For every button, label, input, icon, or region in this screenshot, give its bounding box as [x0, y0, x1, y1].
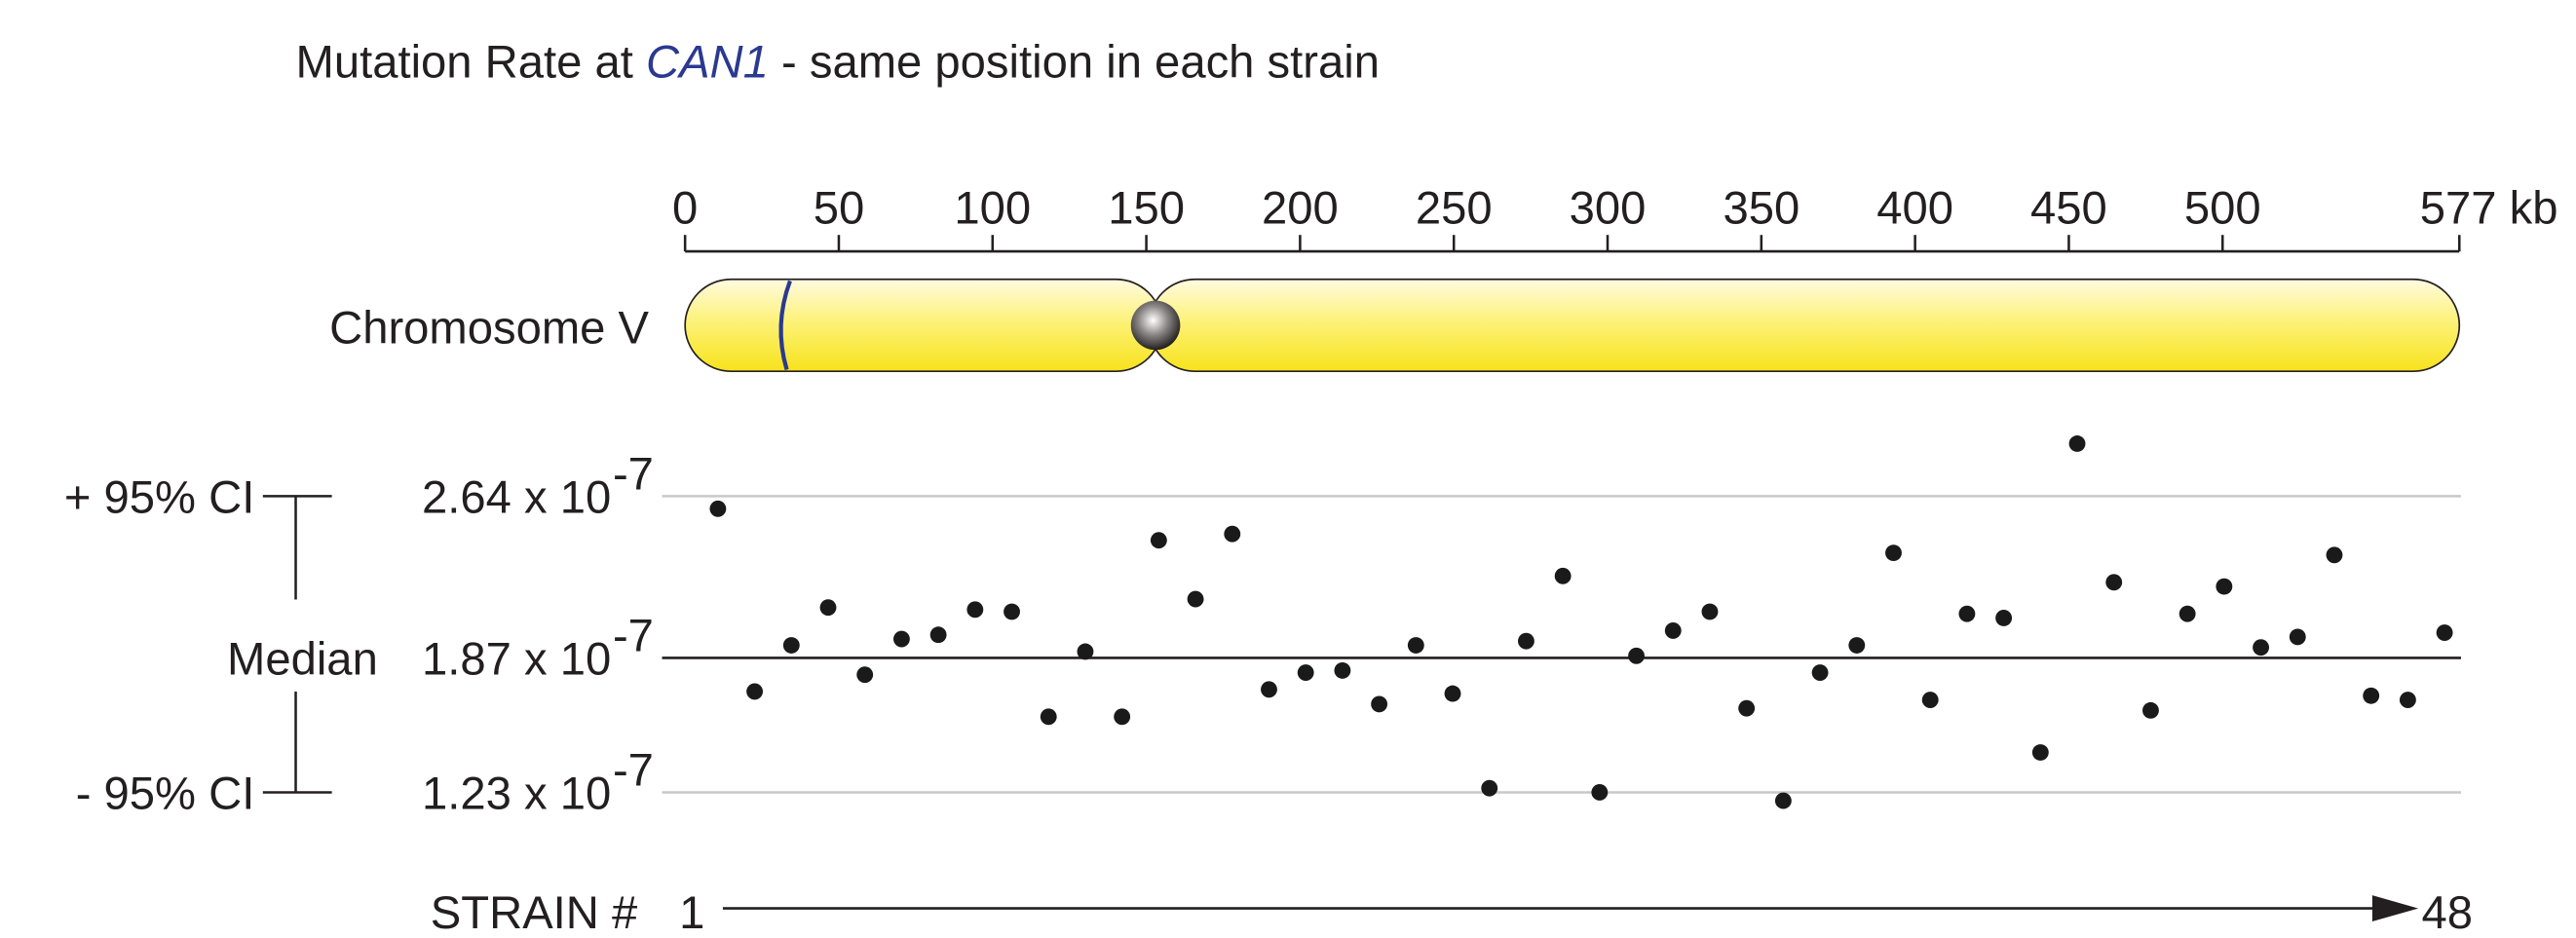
data-point: [1151, 532, 1167, 548]
data-point: [709, 501, 726, 517]
data-point: [1518, 633, 1534, 650]
data-point: [1371, 695, 1387, 712]
scale-tick-label: 50: [814, 182, 865, 234]
data-point: [1004, 604, 1020, 620]
data-point: [1481, 780, 1497, 797]
data-point: [2142, 702, 2159, 719]
data-point: [930, 626, 947, 643]
data-point: [1261, 681, 1277, 697]
y-tick-label: 2.64 x 10: [422, 471, 611, 523]
data-point: [1885, 544, 1902, 561]
data-point: [2105, 574, 2122, 590]
y-tick-label: 1.87 x 10: [422, 633, 611, 685]
title: Mutation Rate at CAN1 - same position in…: [296, 36, 1380, 88]
strain-arrowhead: [2372, 895, 2418, 921]
data-point: [893, 631, 910, 648]
data-point: [2400, 692, 2416, 708]
data-point: [2327, 546, 2343, 563]
data-point: [2179, 606, 2196, 622]
data-point: [1591, 784, 1608, 801]
data-point: [1445, 686, 1461, 702]
y-tick-exponent: -7: [613, 611, 654, 662]
scale-tick-label: 300: [1570, 182, 1647, 234]
data-point: [1298, 664, 1314, 681]
data-point: [820, 599, 837, 616]
data-point: [1334, 662, 1350, 679]
data-point: [746, 684, 763, 700]
data-point: [2437, 624, 2453, 641]
centromere: [1131, 301, 1181, 351]
data-point: [2363, 688, 2379, 704]
y-tick-value: 2.64 x 10: [422, 471, 611, 523]
ci-label: + 95% CI: [64, 471, 254, 523]
y-tick-label: 1.23 x 10: [422, 768, 611, 819]
scale-tick-label: 100: [954, 182, 1031, 234]
scale-tick-label: 250: [1416, 182, 1493, 234]
scale-tick-label: 577 kb: [2420, 182, 2558, 234]
figure: Mutation Rate at CAN1 - same position in…: [0, 0, 2576, 938]
data-point: [966, 601, 983, 618]
data-point: [2216, 579, 2232, 595]
data-point: [1041, 708, 1057, 725]
title-prefix: Mutation Rate at: [296, 36, 646, 88]
data-point: [2253, 639, 2269, 656]
y-tick-value: 1.23 x 10: [422, 768, 611, 819]
data-point: [1738, 700, 1755, 717]
data-point: [1628, 648, 1645, 664]
x-axis-label: STRAIN #: [431, 887, 638, 938]
data-point: [1665, 622, 1682, 639]
x-tick-label: 48: [2421, 887, 2473, 938]
data-point: [1922, 692, 1939, 708]
data-point: [1408, 637, 1424, 654]
scale-tick-label: 200: [1262, 182, 1339, 234]
data-point: [1848, 637, 1865, 654]
data-point: [1078, 644, 1094, 660]
data-point: [856, 666, 873, 683]
data-point: [1114, 708, 1130, 725]
x-tick-label: 1: [679, 887, 704, 938]
title-suffix: - same position in each strain: [769, 36, 1380, 88]
data-point: [2069, 435, 2086, 452]
data-point: [1702, 604, 1719, 620]
data-point: [1555, 568, 1572, 584]
y-tick-value: 1.87 x 10: [422, 633, 611, 685]
scale-tick-label: 350: [1723, 182, 1799, 234]
data-point: [2032, 744, 2049, 761]
data-point: [1995, 610, 2012, 626]
title-gene: CAN1: [646, 36, 769, 88]
data-point: [1775, 793, 1792, 809]
ci-label: Median: [227, 633, 378, 685]
y-tick-exponent: -7: [613, 745, 654, 797]
y-tick-exponent: -7: [613, 449, 654, 501]
chromosome-label: Chromosome V: [329, 303, 649, 355]
data-point: [783, 637, 800, 654]
data-point: [2290, 628, 2306, 645]
data-point: [1224, 526, 1240, 543]
scale-tick-label: 500: [2184, 182, 2261, 234]
scale-tick-label: 0: [672, 182, 698, 234]
chromosome-arm: [685, 280, 1162, 371]
chromosome-arm: [1149, 280, 2459, 371]
ci-label: - 95% CI: [76, 768, 255, 819]
scale-tick-label: 150: [1108, 182, 1185, 234]
scale-tick-label: 450: [2030, 182, 2107, 234]
page: {"title": {"prefix": "Mutation Rate at "…: [0, 0, 2576, 938]
data-point: [1188, 591, 1204, 608]
data-point: [1812, 664, 1829, 681]
data-point: [1958, 606, 1975, 622]
scale-tick-label: 400: [1876, 182, 1953, 234]
